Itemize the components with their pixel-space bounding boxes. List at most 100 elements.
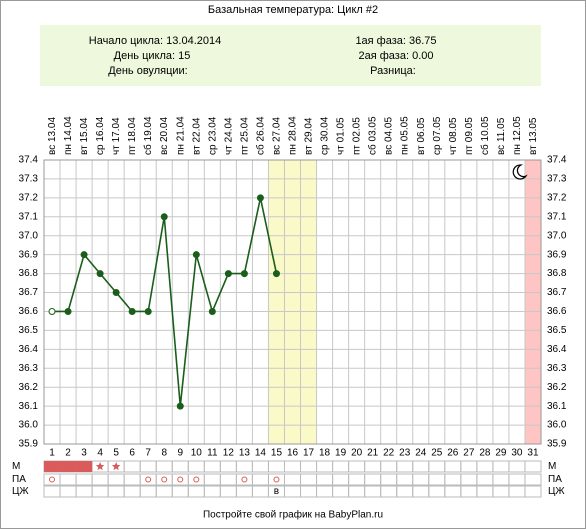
- day-number: 28: [479, 448, 491, 459]
- y-tick-label-right: 36.5: [547, 325, 567, 336]
- date-label: пт 09.05: [463, 117, 474, 155]
- fertile-band: [284, 160, 301, 444]
- menses-mark: [60, 461, 77, 472]
- info-panel: [40, 25, 541, 86]
- weekday: вт: [79, 145, 90, 155]
- weekday: пт: [463, 145, 474, 155]
- y-tick-label: 36.2: [19, 382, 39, 393]
- day-number: 23: [399, 448, 411, 459]
- y-tick-label-right: 37.4: [547, 155, 567, 166]
- date: 13.04: [47, 117, 58, 142]
- y-tick-label-right: 36.8: [547, 268, 567, 279]
- weekday: пн: [287, 144, 298, 155]
- marked-day-band: [524, 160, 541, 444]
- weekday: вс: [47, 145, 58, 155]
- day-number: 3: [81, 448, 87, 459]
- temperature-point: [224, 270, 232, 278]
- day-number: 1: [49, 448, 55, 459]
- date-label: пн 05.05: [399, 116, 410, 155]
- info-line: Разница:: [370, 65, 416, 77]
- y-tick-label: 36.9: [19, 249, 39, 260]
- date-label: ср 07.05: [431, 116, 442, 155]
- date: 02.05: [351, 117, 362, 142]
- y-tick-label: 36.1: [19, 401, 39, 412]
- date-label: вт 22.04: [191, 117, 202, 155]
- pa-mark: [161, 476, 168, 483]
- y-tick-label-right: 35.9: [547, 439, 567, 450]
- y-tick-label: 36.5: [19, 325, 39, 336]
- date: 16.04: [95, 116, 106, 141]
- y-tick-label-right: 36.6: [547, 306, 567, 317]
- cm-mark: в: [274, 486, 279, 497]
- pa-mark: [273, 476, 280, 483]
- date-label: вс 27.04: [271, 117, 282, 155]
- y-tick-label: 36.8: [19, 268, 39, 279]
- info-value: 13.04.2014: [166, 35, 221, 47]
- day-number: 5: [113, 448, 119, 459]
- day-number: 8: [161, 448, 167, 459]
- date-label: сб 10.05: [479, 116, 491, 155]
- date-label: сб 26.04: [254, 116, 266, 155]
- date-label: вс 20.04: [159, 117, 170, 155]
- day-number: 31: [527, 448, 539, 459]
- day-number: 25: [431, 448, 443, 459]
- date-label: ср 23.04: [207, 116, 218, 155]
- date: 29.04: [303, 117, 314, 142]
- date: 12.05: [512, 116, 523, 141]
- weekday: ср: [431, 144, 442, 155]
- y-tick-label-right: 37.2: [547, 193, 567, 204]
- date: 09.05: [463, 117, 474, 142]
- weekday: ср: [207, 144, 218, 155]
- info-line: День овуляции:: [108, 65, 187, 77]
- date-label: сб 19.04: [142, 116, 154, 155]
- y-tick-label-right: 36.4: [547, 344, 567, 355]
- date-label: пт 02.05: [351, 117, 362, 155]
- temperature-point: [48, 307, 56, 315]
- y-tick-label: 36.3: [19, 363, 39, 374]
- temperature-point: [192, 251, 200, 259]
- y-tick-label-right: 36.3: [547, 363, 567, 374]
- date: 26.04: [255, 116, 266, 141]
- temperature-point: [160, 213, 168, 221]
- y-tick-label-right: 37.1: [547, 211, 567, 222]
- date: 03.05: [367, 116, 378, 141]
- info-label: Начало цикла:: [89, 35, 163, 47]
- pa-mark: [193, 476, 200, 483]
- date-label: вт 06.05: [415, 117, 426, 155]
- fertile-band: [300, 160, 317, 444]
- date-label: пн 14.04: [63, 116, 74, 155]
- day-number: 2: [65, 448, 71, 459]
- day-number: 21: [367, 448, 379, 459]
- date: 14.04: [63, 116, 74, 141]
- date-label: пн 28.04: [287, 116, 298, 155]
- info-line: Начало цикла: 13.04.2014: [89, 35, 221, 47]
- day-number: 11: [207, 448, 218, 459]
- day-number: 19: [335, 448, 347, 459]
- date: 28.04: [287, 116, 298, 141]
- row-label-right: ПА: [548, 474, 562, 485]
- moon-icon: [512, 164, 528, 180]
- row-label-right: ЦЖ: [548, 486, 565, 497]
- day-number: 14: [255, 448, 267, 459]
- date: 24.04: [223, 117, 234, 142]
- weekday: пт: [239, 145, 250, 155]
- day-number: 24: [415, 448, 427, 459]
- info-label: 1ая фаза:: [355, 35, 406, 47]
- date-label: сб 03.05: [366, 116, 378, 155]
- menses-mark: [76, 461, 93, 472]
- day-number: 15: [271, 448, 283, 459]
- weekday: вт: [191, 145, 202, 155]
- info-line: 2ая фаза: 0.00: [359, 50, 434, 62]
- date: 25.04: [239, 117, 250, 142]
- y-tick-label-right: 36.1: [547, 401, 567, 412]
- temperature-point: [96, 270, 104, 278]
- date: 10.05: [480, 116, 491, 141]
- day-number: 26: [447, 448, 459, 459]
- date-label: вт 15.04: [79, 117, 90, 155]
- date-label: вс 11.05: [496, 117, 507, 155]
- weekday: ср: [95, 144, 106, 155]
- weekday: сб: [366, 144, 378, 155]
- date: 07.05: [431, 116, 442, 141]
- row-cell: [524, 473, 542, 486]
- date-label: вт 29.04: [303, 117, 314, 155]
